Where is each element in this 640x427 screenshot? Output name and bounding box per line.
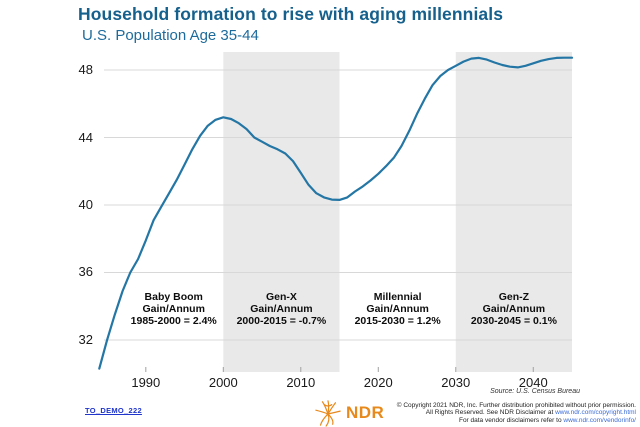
x-tick-label: 2030 [441, 375, 471, 390]
annotation-line: Gain/Annum [250, 303, 313, 315]
copyright-link[interactable]: www.ndr.com/vendorinfo/ [563, 416, 636, 424]
copyright-line: For data vendor disclaimers refer to www… [397, 417, 636, 424]
annotation-gen-z: Gen-Z Gain/Annum 2030-2045 = 0.1% [439, 291, 589, 327]
annotation-gen-x: Gen-X Gain/Annum 2000-2015 = -0.7% [206, 291, 356, 327]
y-tick-label: 32 [78, 331, 93, 347]
copyright-line: © Copyright 2021 NDR, Inc. Further distr… [397, 402, 636, 409]
doc-link[interactable]: TO_DEMO_222 [85, 406, 142, 415]
ndr-thistle-icon [315, 400, 341, 427]
copyright-text: All Rights Reserved. See NDR Disclaimer … [425, 409, 556, 417]
x-tick-label: 2040 [518, 375, 548, 390]
copyright-text: For data vendor disclaimers refer to [458, 416, 564, 424]
y-tick-label: 44 [78, 129, 93, 145]
annotation-line: 2000-2015 = -0.7% [236, 315, 327, 327]
x-tick-label: 2010 [286, 375, 316, 390]
annotation-line: Gain/Annum [366, 303, 429, 315]
annotation-line: 2030-2045 = 0.1% [470, 315, 557, 327]
annotation-line: Baby Boom [144, 291, 203, 303]
copyright-line: All Rights Reserved. See NDR Disclaimer … [397, 409, 636, 416]
annotation-line: 1985-2000 = 2.4% [130, 315, 217, 327]
x-tick-label: 2000 [208, 375, 238, 390]
annotation-line: Gain/Annum [482, 303, 546, 315]
annotation-line: Gain/Annum [142, 303, 205, 315]
annotation-line: Gen-X [265, 291, 297, 303]
annotation-line: Gen-Z [498, 291, 530, 303]
x-tick-label: 2020 [363, 375, 393, 390]
copyright: © Copyright 2021 NDR, Inc. Further distr… [397, 402, 636, 424]
annotation-line: Millennial [373, 291, 422, 303]
source-note: Source: U.S. Census Bureau [490, 388, 580, 395]
page-title: Household formation to rise with aging m… [78, 4, 504, 24]
annotation-millennial: Millennial Gain/Annum 2015-2030 = 1.2% [323, 291, 473, 327]
y-tick-label: 36 [78, 264, 93, 280]
x-tick-label: 1990 [131, 375, 161, 390]
annotation-line: 2015-2030 = 1.2% [354, 315, 441, 327]
ndr-logo-text: NDR [346, 403, 385, 422]
annotation-baby-boom: Baby Boom Gain/Annum 1985-2000 = 2.4% [99, 291, 249, 327]
y-tick-label: 48 [78, 62, 93, 78]
y-tick-label: 40 [78, 196, 93, 212]
chart-title: U.S. Population Age 35-44 [82, 27, 259, 44]
ndr-logo: NDR [313, 399, 384, 427]
copyright-text: © Copyright 2021 NDR, Inc. Further distr… [396, 402, 636, 409]
copyright-link[interactable]: www.ndr.com/copyright.html [555, 409, 636, 417]
